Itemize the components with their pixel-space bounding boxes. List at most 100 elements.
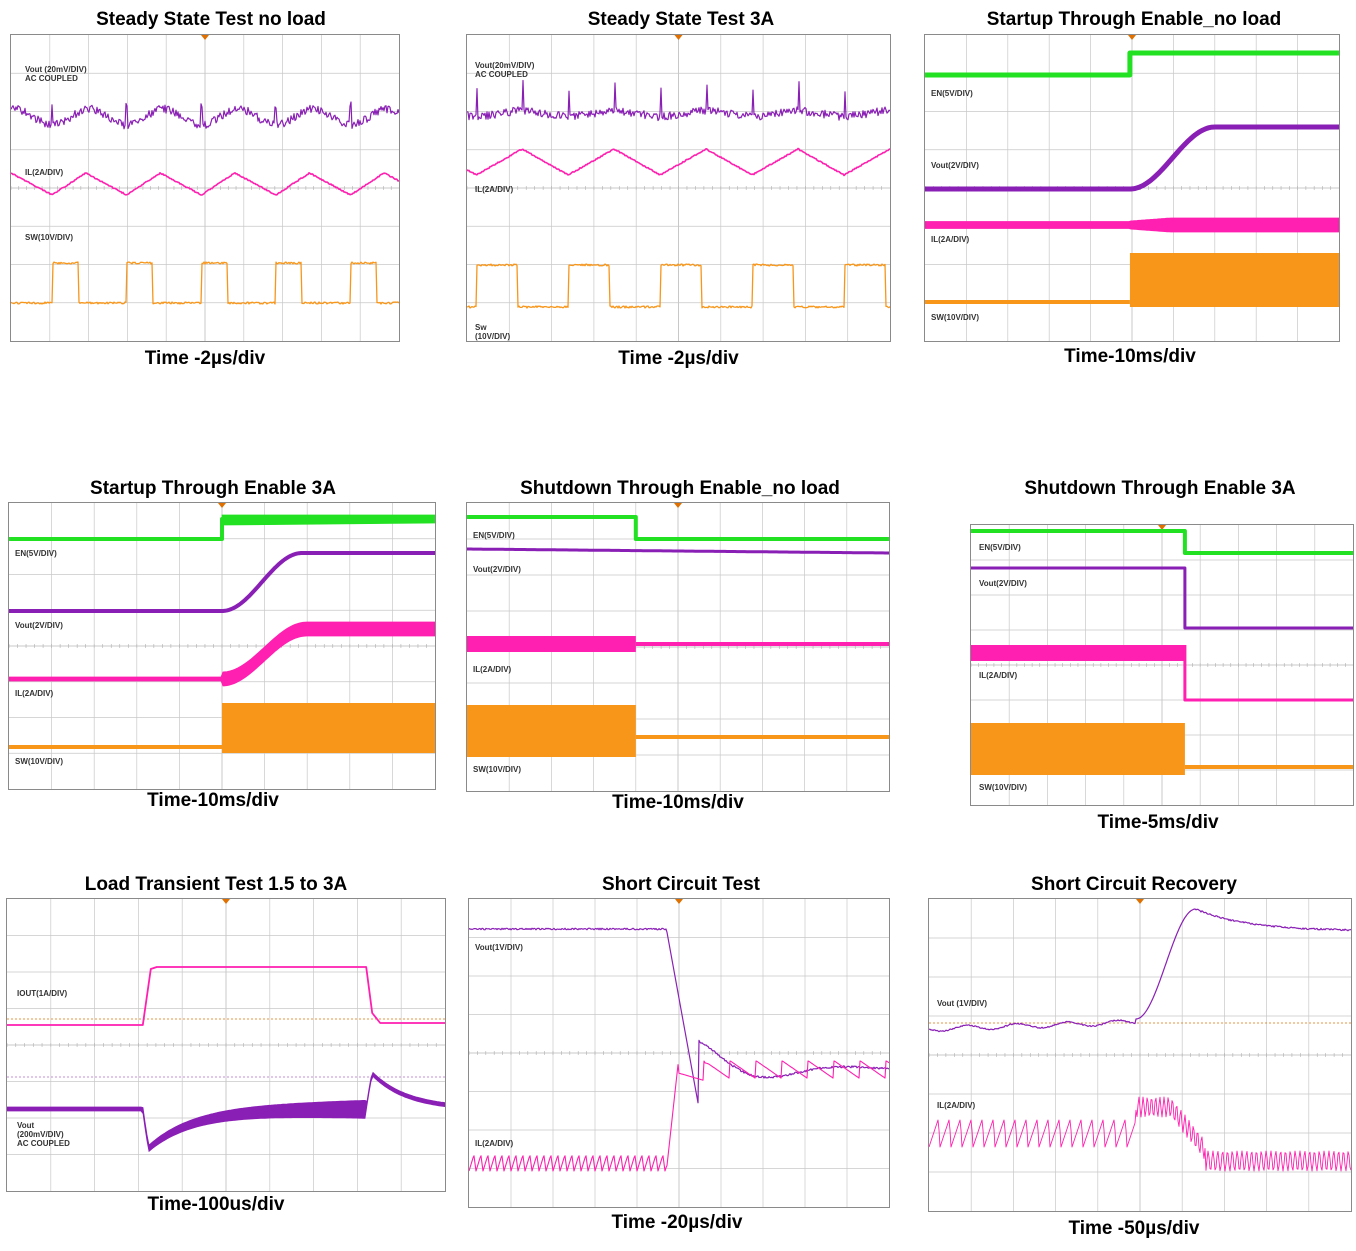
scope-screen: Vout(20mV/DIV) AC COUPLED IL(2A/DIV) Sw … bbox=[466, 34, 891, 342]
scope-plot bbox=[467, 503, 889, 791]
panel-title: Steady State Test no load bbox=[96, 9, 326, 30]
panel-3: Startup Through Enable 3A EN(5V/DIV) Vou… bbox=[8, 474, 438, 819]
scope-screen: Vout (20mV/DIV) AC COUPLED IL(2A/DIV) SW… bbox=[10, 34, 400, 342]
panel-5: Shutdown Through Enable 3A EN(5V/DIV) Vo… bbox=[966, 474, 1354, 844]
panel-caption: Time -2µs/div bbox=[618, 348, 739, 369]
panel-title: Load Transient Test 1.5 to 3A bbox=[84, 874, 348, 895]
panel-title: Shutdown Through Enable_no load bbox=[520, 478, 840, 499]
sw-switching-block bbox=[222, 703, 435, 753]
en-trace bbox=[971, 529, 1353, 555]
panel-title: Shutdown Through Enable 3A bbox=[1024, 478, 1296, 499]
scope-screen: EN(5V/DIV) Vout(2V/DIV) IL(2A/DIV) SW(10… bbox=[924, 34, 1340, 342]
trace-label-sw: SW(10V/DIV) bbox=[979, 783, 1028, 792]
vout-trace bbox=[925, 124, 1339, 192]
panel-7: Short Circuit Test Vout(1V/DIV) IL(2A/DI… bbox=[466, 872, 896, 1247]
scope-screen: EN(5V/DIV) Vout(2V/DIV) IL(2A/DIV) SW(10… bbox=[970, 524, 1354, 806]
trigger-marker bbox=[675, 899, 683, 904]
trace-label-vout: Vout(2V/DIV) bbox=[931, 161, 979, 170]
sw-switching-block bbox=[467, 705, 636, 757]
vout-trace bbox=[929, 908, 1351, 1033]
scope-plot bbox=[925, 35, 1339, 341]
trace-label-en: EN(5V/DIV) bbox=[473, 531, 515, 540]
panel-caption: Time-5ms/div bbox=[1097, 812, 1219, 833]
il-trace bbox=[11, 172, 399, 196]
scope-plot bbox=[469, 899, 889, 1207]
panel-caption: Time -20µs/div bbox=[611, 1212, 743, 1233]
panel-caption: Time -2µs/div bbox=[144, 348, 266, 369]
panel-8: Short Circuit Recovery Vout (1V/DIV) IL(… bbox=[926, 872, 1354, 1247]
trace-label-vout: Vout (200mV/DIV) AC COUPLED bbox=[17, 1121, 70, 1148]
trace-label-il: IL(2A/DIV) bbox=[25, 168, 64, 177]
trace-label-vout: Vout (20mV/DIV) AC COUPLED bbox=[25, 65, 87, 83]
il-trace bbox=[469, 1060, 889, 1172]
trace-label-en: EN(5V/DIV) bbox=[15, 549, 57, 558]
trigger-marker bbox=[1158, 525, 1166, 530]
trace-label-sw: SW(10V/DIV) bbox=[473, 765, 522, 774]
trace-label-vout: Vout(1V/DIV) bbox=[475, 943, 523, 952]
trigger-marker bbox=[201, 35, 209, 40]
panel-title: Startup Through Enable 3A bbox=[90, 478, 336, 499]
trace-label-il: IL(2A/DIV) bbox=[475, 1139, 514, 1148]
trigger-marker bbox=[218, 503, 226, 508]
vout-trace bbox=[467, 547, 889, 555]
scope-screen: EN(5V/DIV) Vout(2V/DIV) IL(2A/DIV) SW(10… bbox=[466, 502, 890, 792]
panel-title: Steady State Test 3A bbox=[587, 9, 775, 30]
scope-plot bbox=[467, 35, 890, 341]
iout-trace bbox=[7, 966, 445, 1026]
panel-title: Short Circuit Recovery bbox=[1031, 874, 1237, 895]
trace-label-il: IL(2A/DIV) bbox=[937, 1101, 976, 1110]
trace-label-vout: Vout(2V/DIV) bbox=[979, 579, 1027, 588]
scope-grid bbox=[7, 899, 445, 1191]
trigger-marker bbox=[674, 503, 682, 508]
panel-4: Shutdown Through Enable_no load EN(5V/DI… bbox=[466, 474, 896, 819]
scope-grid bbox=[469, 899, 889, 1207]
il-band bbox=[925, 217, 1339, 233]
en-trace bbox=[925, 50, 1339, 78]
scope-plot bbox=[971, 525, 1353, 805]
panel-2: Startup Through Enable_no load EN(5V/DIV… bbox=[922, 0, 1346, 380]
scope-screen: IOUT(1A/DIV) Vout (200mV/DIV) AC COUPLED bbox=[6, 898, 446, 1192]
il-band bbox=[9, 621, 435, 687]
panel-caption: Time-10ms/div bbox=[147, 790, 279, 811]
panel-6: Load Transient Test 1.5 to 3A IOUT(1A/DI… bbox=[6, 872, 446, 1232]
scope-screen: EN(5V/DIV) Vout(2V/DIV) IL(2A/DIV) SW(10… bbox=[8, 502, 436, 790]
sw-trace bbox=[467, 263, 890, 309]
vout-trace bbox=[9, 551, 435, 613]
panel-title: Short Circuit Test bbox=[602, 874, 760, 895]
trace-label-sw: SW(10V/DIV) bbox=[25, 233, 74, 242]
trace-label-iout: IOUT(1A/DIV) bbox=[17, 989, 68, 998]
scope-grid bbox=[929, 899, 1351, 1211]
trace-label-vout: Vout(2V/DIV) bbox=[15, 621, 63, 630]
trace-label-en: EN(5V/DIV) bbox=[979, 543, 1021, 552]
panel-0: Steady State Test no load Vout (20mV/DIV… bbox=[10, 0, 412, 380]
trace-label-il: IL(2A/DIV) bbox=[475, 185, 514, 194]
scope-screen: Vout(1V/DIV) IL(2A/DIV) bbox=[468, 898, 890, 1208]
sw-trace bbox=[11, 261, 399, 305]
panel-1: Steady State Test 3A Vout(20mV/DIV) AC C… bbox=[466, 0, 896, 380]
en-trace bbox=[467, 515, 889, 541]
en-noise-band bbox=[221, 514, 435, 526]
trace-label-il: IL(2A/DIV) bbox=[931, 235, 970, 244]
trace-label-sw: SW(10V/DIV) bbox=[931, 313, 980, 322]
il-band-on bbox=[971, 645, 1185, 661]
vout-trace bbox=[469, 927, 889, 1104]
sw-switching-block bbox=[1129, 253, 1339, 307]
trace-label-il: IL(2A/DIV) bbox=[979, 671, 1018, 680]
scope-grid bbox=[467, 35, 890, 341]
vout-trace bbox=[971, 566, 1353, 630]
il-band-on bbox=[467, 636, 636, 652]
trace-label-vout: Vout(20mV/DIV) AC COUPLED bbox=[475, 61, 535, 79]
trigger-marker bbox=[222, 899, 230, 904]
sw-switching-block bbox=[971, 723, 1185, 775]
panel-caption: Time -50µs/div bbox=[1068, 1218, 1200, 1239]
panel-caption: Time-10ms/div bbox=[612, 792, 744, 813]
vout-trace bbox=[11, 101, 399, 130]
vout-band bbox=[7, 1071, 445, 1153]
trace-label-sw: Sw (10V/DIV) bbox=[475, 323, 511, 341]
trace-label-en: EN(5V/DIV) bbox=[931, 89, 973, 98]
trace-label-vout: Vout (1V/DIV) bbox=[937, 999, 988, 1008]
panel-caption: Time-10ms/div bbox=[1064, 346, 1196, 367]
panel-title: Startup Through Enable_no load bbox=[986, 9, 1282, 30]
trigger-marker bbox=[1128, 35, 1136, 40]
trigger-marker bbox=[674, 35, 683, 40]
